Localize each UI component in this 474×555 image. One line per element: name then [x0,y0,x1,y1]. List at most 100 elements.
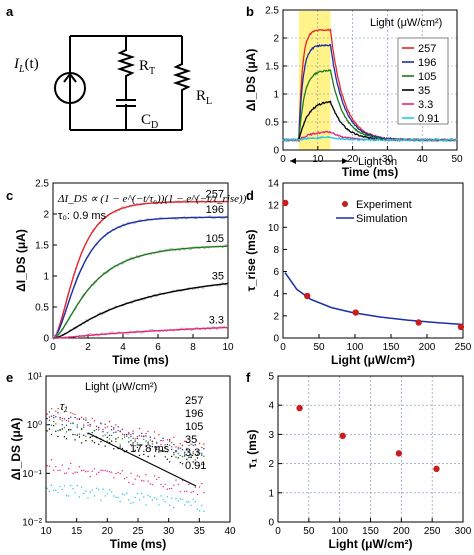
x-tick-label: 20 [102,526,114,537]
source-sub-label: L [18,64,25,75]
data-point-3.3 [143,480,145,482]
y-axis-title: τ₁ (ms) [245,430,259,469]
data-point-105 [190,455,192,457]
data-point-196 [98,426,100,429]
data-point-0.91 [50,484,53,486]
data-point-105 [128,437,130,439]
legend-d-simulation-label: Simulation [356,213,407,225]
data-point-3.3 [119,472,121,475]
data-point-3.3 [173,484,175,486]
data-point-257 [104,427,106,429]
data-point-105 [181,455,184,458]
x-tick-label: 25 [132,526,144,537]
data-point-196 [177,448,179,450]
x-tick-label: 0 [275,526,281,537]
data-point-3.3 [160,483,162,486]
rl-label: R [196,88,206,104]
data-point-0.91 [145,504,147,506]
data-point-257 [141,435,143,437]
y-tick-label: 6 [273,267,279,278]
data-point-105 [179,454,181,456]
data-point-105 [138,444,141,447]
data-point-3.3 [85,471,87,473]
data-point-35 [194,462,196,464]
data-point-257 [110,425,113,428]
y-tick-label: 1.5 [35,241,49,252]
data-point-35 [50,433,53,436]
data-point-0.91 [203,510,205,512]
data-point-257 [87,424,89,427]
data-point-105 [65,431,68,433]
y-tick-label: 0 [43,334,49,345]
light-on-label: Light on [358,156,397,168]
data-point-105 [46,423,48,426]
data-point-3.3 [153,475,156,477]
legend-b-label-0.91: 0.91 [418,113,439,125]
y-tick-label: 8 [273,245,279,256]
data-point-0.91 [89,491,91,493]
circuit-labels: IL(t) RT CD RL [13,56,212,131]
data-point-0.91 [149,495,151,498]
y-tick-label: 1.5 [265,62,279,73]
experiment-point [282,199,289,207]
data-point-0.91 [166,496,169,498]
series-end-label-3.3: 3.3 [209,314,224,326]
data-point-105 [173,454,175,456]
data-point-3.3 [126,476,128,479]
data-point-105 [70,422,72,425]
data-point-105 [57,429,59,432]
data-point-257 [83,424,85,426]
data-point-3.3 [46,465,48,467]
data-point-35 [132,442,134,444]
rt-sub-label: T [149,66,155,77]
experiment-point [352,309,359,316]
data-point-35 [113,448,115,450]
data-point-105 [126,435,128,437]
data-point-35 [196,457,199,459]
data-trace-35 [52,281,229,339]
data-point-105 [145,440,147,442]
data-point-196 [53,417,55,419]
data-point-3.3 [89,475,91,478]
data-point-196 [162,437,164,440]
chart-f: 0 50 100 150 200 250 300 0 1 2 3 4 5 Light (μW/cm²) τ₁… [245,372,472,552]
data-point-3.3 [158,476,160,479]
data-point-0.91 [168,504,171,506]
data-point-35 [55,430,57,432]
data-point-0.91 [72,488,74,490]
data-point-105 [171,446,173,448]
data-point-105 [91,435,94,438]
data-point-3.3 [130,472,132,474]
x-tick-label: 50 [313,342,325,353]
data-point-105 [61,420,63,422]
x-axis-title: Light (μW/cm²) [329,537,413,551]
data-point-0.91 [95,487,98,489]
data-point-196 [126,433,128,436]
data-point-257 [132,430,134,432]
y-tick-label: 0 [268,518,274,529]
data-point-0.91 [106,493,109,495]
data-point-257 [117,429,119,432]
data-point-35 [198,465,201,467]
data-point-196 [194,444,196,446]
data-point-257 [70,412,72,414]
data-point-35 [121,447,124,450]
data-point-105 [201,452,203,455]
simulation-line [284,272,464,326]
data-point-3.3 [164,483,166,486]
data-point-3.3 [57,469,59,472]
y-tick-label: 10⁰ [27,420,42,431]
data-point-105 [132,437,134,439]
data-point-3.3 [110,471,113,473]
data-point-35 [173,452,175,454]
data-point-35 [91,440,94,442]
data-point-257 [74,413,76,416]
data-point-196 [74,416,76,419]
data-point-0.91 [59,485,61,488]
data-point-105 [196,453,199,456]
x-tick-label: 0 [280,342,286,353]
y-axis-title: τ_rise (ms) [244,229,258,291]
data-point-105 [93,429,96,432]
x-tick-label: 40 [417,154,429,165]
data-point-257 [183,440,186,442]
